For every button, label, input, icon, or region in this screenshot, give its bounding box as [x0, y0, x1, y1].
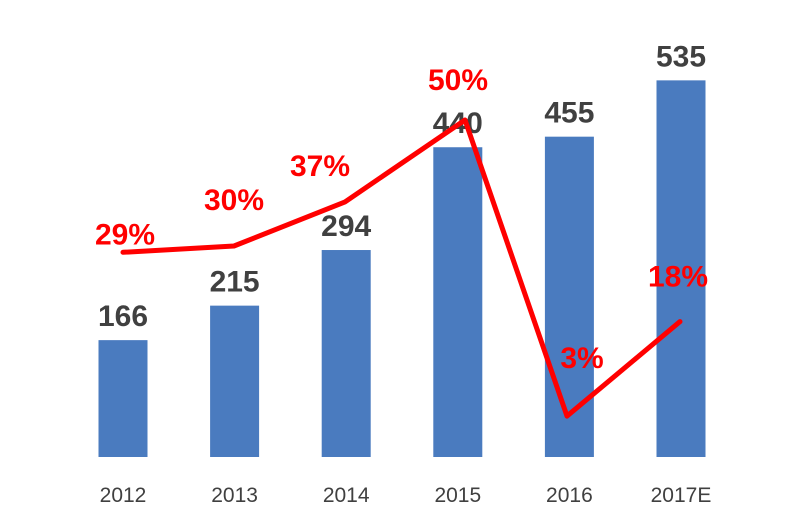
bar-value-label-2014: 294: [321, 210, 371, 243]
x-axis-tick-labels: 2012 2013 2014 2015 2016 2017E: [100, 484, 712, 507]
growth-rate-label-2016: 3%: [560, 342, 603, 375]
bar-2014: [321, 250, 371, 457]
bar-2015: [433, 147, 483, 458]
growth-rate-label-2014: 37%: [290, 150, 350, 183]
x-tick-label-2015: 2015: [434, 484, 481, 507]
growth-rate-label-2013: 30%: [204, 184, 264, 217]
bar-2013: [210, 305, 260, 457]
bar-value-label-2012: 166: [98, 300, 148, 333]
bar-value-label-2017E: 535: [656, 40, 706, 73]
growth-rate-label-2012: 29%: [95, 218, 155, 251]
x-tick-label-2016: 2016: [546, 484, 593, 507]
x-tick-label-2012: 2012: [100, 484, 147, 507]
growth-rate-line: [120, 117, 683, 419]
growth-rate-label-2017E: 18%: [648, 261, 708, 294]
x-tick-label-2013: 2013: [211, 484, 258, 507]
bars-group: [98, 80, 706, 458]
x-tick-label-2017E: 2017E: [651, 484, 712, 507]
bar-2017E: [656, 80, 706, 458]
bar-2016: [544, 136, 594, 457]
growth-rate-label-2015: 50%: [428, 64, 488, 97]
bar-value-label-2016: 455: [544, 97, 594, 130]
bar-2012: [98, 340, 148, 457]
x-tick-label-2014: 2014: [323, 484, 370, 507]
growth-rate-labels: 29% 30% 37% 50% 3% 18%: [95, 64, 708, 375]
bar-value-label-2013: 215: [210, 266, 260, 299]
